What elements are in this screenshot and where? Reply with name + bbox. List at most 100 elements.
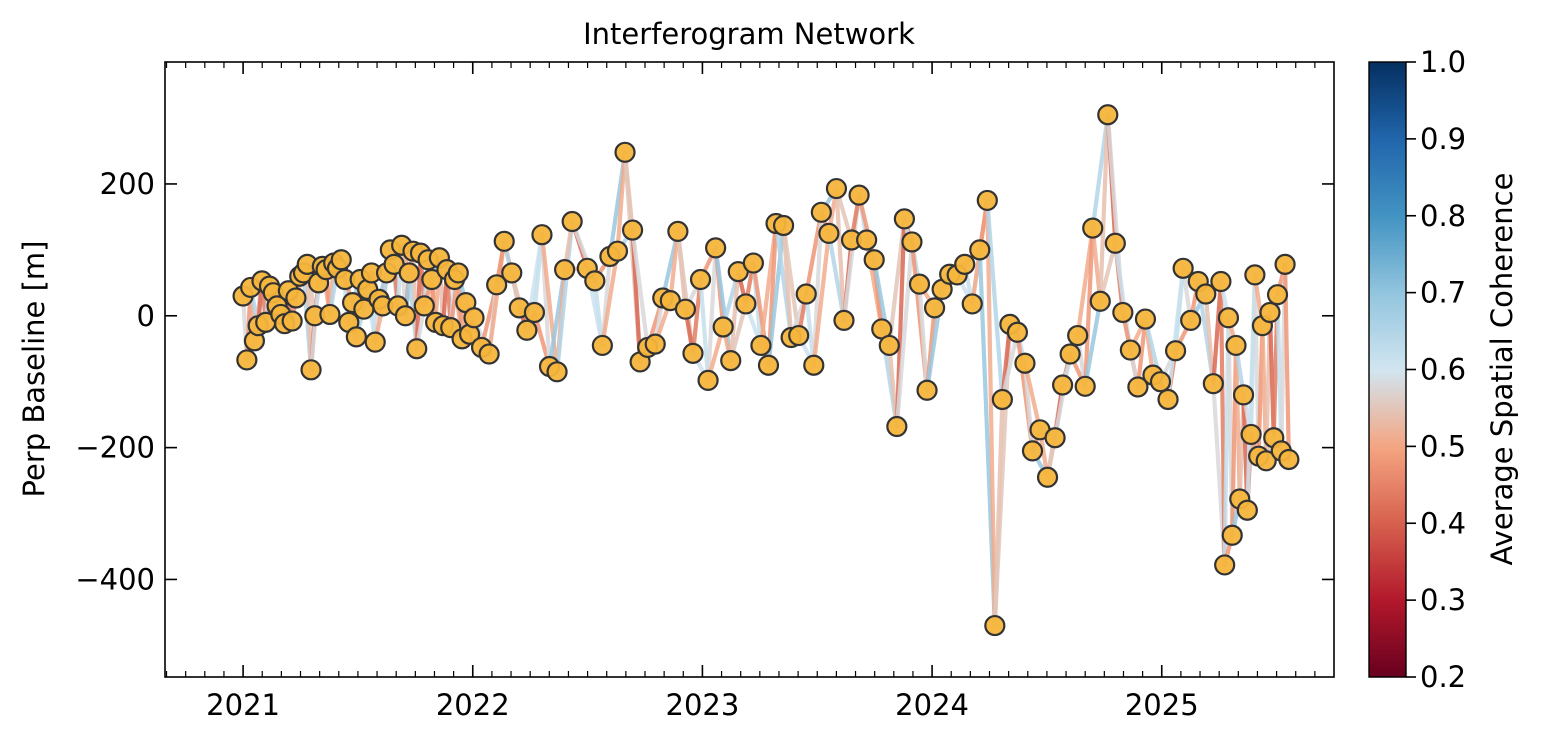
acquisition-point bbox=[833, 309, 855, 331]
acquisition-point bbox=[1014, 352, 1036, 374]
acquisition-point bbox=[1180, 309, 1202, 331]
colorbar-segment bbox=[1369, 233, 1406, 237]
colorbar-segment bbox=[1369, 407, 1406, 412]
colorbar-segment bbox=[1369, 290, 1406, 294]
acquisition-point bbox=[1052, 374, 1074, 396]
colorbar-segment bbox=[1369, 331, 1406, 335]
colorbar: 0.2 0.3 0.4 0.5 0.6 0.7 0.8 0.9 1.0 Average Spat… bbox=[1368, 45, 1519, 694]
colorbar-segment bbox=[1369, 279, 1406, 283]
acquisition-point bbox=[1278, 448, 1300, 471]
colorbar-tick-label: 0.7 bbox=[1420, 276, 1466, 310]
colorbar-segment bbox=[1369, 295, 1406, 299]
acquisition-point bbox=[1255, 450, 1277, 472]
colorbar-segment bbox=[1369, 633, 1406, 637]
acquisition-point bbox=[1006, 321, 1029, 343]
colorbar-segment bbox=[1369, 333, 1406, 337]
acquisition-point bbox=[319, 303, 341, 326]
acquisition-point bbox=[561, 210, 583, 233]
colorbar-segment bbox=[1369, 464, 1406, 468]
acquisition-point bbox=[825, 177, 848, 200]
colorbar-segment bbox=[1369, 74, 1406, 78]
colorbar-segment bbox=[1369, 536, 1406, 540]
colorbar-segment bbox=[1369, 566, 1406, 570]
colorbar-segment bbox=[1369, 272, 1406, 276]
acquisition-point bbox=[916, 379, 938, 401]
acquisition-point bbox=[546, 361, 568, 383]
colorbar-segment bbox=[1369, 482, 1406, 486]
acquisition-point bbox=[886, 415, 908, 438]
x-axis-ticks: 2021 2022 2023 2024 2025 bbox=[165, 62, 1316, 722]
colorbar-segment bbox=[1369, 141, 1406, 145]
colorbar-segment bbox=[1369, 420, 1406, 424]
interferogram-edge bbox=[592, 278, 605, 348]
colorbar-segment bbox=[1369, 274, 1406, 278]
colorbar-segment bbox=[1369, 85, 1406, 89]
colorbar-segment bbox=[1369, 241, 1406, 245]
colorbar-segment bbox=[1369, 246, 1406, 250]
acquisition-point bbox=[644, 333, 666, 355]
y-tick-label: −400 bbox=[75, 562, 155, 596]
colorbar-segment bbox=[1369, 423, 1406, 427]
acquisition-point bbox=[1225, 334, 1247, 357]
acquisition-point bbox=[486, 274, 508, 296]
colorbar-segment bbox=[1369, 610, 1406, 614]
colorbar-segment bbox=[1369, 136, 1406, 140]
colorbar-segment bbox=[1369, 118, 1406, 122]
interferogram-edge bbox=[985, 198, 1005, 402]
colorbar-segment bbox=[1369, 315, 1406, 319]
acquisition-point bbox=[1274, 253, 1296, 275]
acquisition-point bbox=[848, 184, 870, 206]
acquisition-point bbox=[621, 219, 644, 241]
acquisition-point bbox=[1127, 376, 1149, 398]
colorbar-segment bbox=[1369, 636, 1406, 640]
acquisition-point bbox=[712, 316, 734, 338]
colorbar-segment bbox=[1369, 502, 1406, 506]
colorbar-segment bbox=[1369, 172, 1406, 176]
colorbar-segment bbox=[1369, 361, 1406, 365]
acquisition-point bbox=[1157, 388, 1179, 411]
colorbar-segment bbox=[1369, 82, 1406, 86]
acquisition-point bbox=[1112, 301, 1134, 324]
colorbar-segment bbox=[1369, 364, 1406, 368]
acquisition-point bbox=[406, 338, 428, 360]
colorbar-segment bbox=[1369, 436, 1406, 440]
acquisition-point bbox=[1202, 373, 1224, 395]
interferogram-edge bbox=[705, 245, 718, 383]
colorbar-segment bbox=[1369, 228, 1406, 232]
y-tick-label: 0 bbox=[137, 299, 155, 333]
colorbar-segment bbox=[1369, 77, 1406, 81]
x-tick-label: 2025 bbox=[1125, 688, 1199, 722]
acquisition-point bbox=[591, 334, 613, 357]
acquisition-point bbox=[735, 293, 757, 315]
colorbar-segment bbox=[1369, 582, 1406, 586]
acquisition-point bbox=[991, 388, 1013, 411]
interferogram-edge bbox=[690, 277, 703, 356]
y-tick-label: −200 bbox=[75, 431, 155, 465]
colorbar-segment bbox=[1369, 231, 1406, 235]
colorbar-segment bbox=[1369, 620, 1406, 624]
acquisition-point bbox=[493, 230, 515, 252]
colorbar-segment bbox=[1369, 164, 1406, 168]
acquisition-point bbox=[501, 262, 523, 284]
acquisition-point bbox=[1266, 284, 1289, 306]
acquisition-points bbox=[232, 104, 1300, 637]
colorbar-segment bbox=[1369, 182, 1406, 186]
colorbar-segment bbox=[1369, 120, 1406, 125]
colorbar-segment bbox=[1369, 372, 1406, 376]
acquisition-point bbox=[1036, 466, 1059, 488]
colorbar-segment bbox=[1369, 472, 1406, 476]
colorbar-segment bbox=[1369, 638, 1406, 642]
colorbar-segment bbox=[1369, 213, 1406, 217]
acquisition-point bbox=[330, 249, 352, 271]
interferogram-edge bbox=[600, 249, 620, 348]
colorbar-segment bbox=[1369, 548, 1406, 553]
acquisition-point bbox=[976, 189, 998, 212]
colorbar-segment bbox=[1369, 328, 1406, 332]
colorbar-tick-label: 0.9 bbox=[1420, 122, 1466, 156]
interferogram-edge bbox=[1000, 330, 1020, 402]
colorbar-segment bbox=[1369, 666, 1406, 670]
colorbar-segment bbox=[1369, 128, 1406, 132]
colorbar-segment bbox=[1369, 597, 1406, 601]
colorbar-segment bbox=[1369, 379, 1406, 383]
